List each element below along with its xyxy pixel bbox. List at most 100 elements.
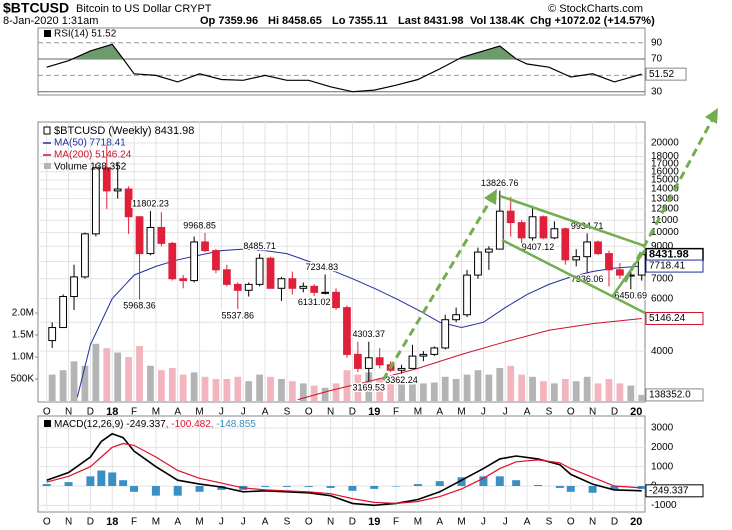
panel-frame [37, 415, 646, 513]
y-tick-label: 17000 [651, 159, 679, 170]
price-annotation: 7234.83 [306, 262, 339, 272]
candle-body [233, 283, 242, 291]
price-annotation: 13826.76 [481, 178, 519, 188]
candle-body [102, 167, 111, 192]
last: Last 8431.98 [398, 15, 463, 27]
value-tag-label: 138352.0 [649, 390, 691, 401]
value-tag [645, 484, 704, 498]
volume-bar [474, 370, 482, 401]
histogram-bar [42, 484, 51, 486]
x-tick-label: O [43, 517, 51, 528]
high: Hi 8458.65 [268, 15, 322, 27]
candle-body [157, 226, 166, 244]
price-annotation: 3362.24 [385, 375, 418, 385]
volume-bar [485, 374, 493, 401]
candle-body [495, 210, 504, 250]
histogram-bar [392, 485, 401, 487]
x-tick-label: M [457, 517, 465, 528]
candle-body [539, 216, 548, 239]
x-tick-label: M [414, 407, 422, 418]
volume-bar [136, 346, 143, 401]
x-tick-label: O [305, 407, 313, 418]
value-tag-label: 51.52 [649, 69, 674, 80]
rsi-line [46, 43, 642, 93]
candle-body [91, 167, 100, 235]
x-tick-label: F [393, 517, 399, 528]
legend-icon [44, 420, 51, 427]
volume-bar [190, 372, 198, 401]
histogram-bar [108, 472, 117, 486]
moving-average [297, 318, 642, 401]
y-tick-label: 10000 [651, 227, 679, 238]
candle-body [605, 253, 613, 271]
value-tag-label: 8431.98 [649, 249, 689, 261]
x-tick-label: J [219, 407, 224, 418]
change: Chg +1072.02 (+14.57%) [530, 15, 655, 27]
volume-bar [70, 361, 78, 401]
x-tick-label: D [349, 407, 356, 418]
x-tick-label: M [457, 407, 465, 418]
source: © StockCharts.com [548, 3, 643, 15]
volume-bar [48, 374, 56, 401]
volume-bar [463, 374, 471, 401]
histogram-bar [261, 485, 270, 487]
x-tick-label: J [241, 517, 246, 528]
value-tag [645, 388, 704, 402]
volume-bar [583, 376, 591, 401]
y-tick-label: 90 [651, 37, 663, 48]
x-tick-label: J [481, 517, 486, 528]
volume-bar [201, 376, 209, 401]
y-tick-label: 14000 [651, 184, 679, 195]
x-tick-label: F [131, 407, 137, 418]
macd-legend: MACD(12,26,9) -249.337, -100.482, -148.8… [54, 419, 256, 430]
rsi-legend: RSI(14) 51.52 [54, 29, 117, 40]
y-tick-label: 13000 [651, 193, 679, 204]
volume-bar [223, 379, 231, 401]
x-tick-label: 19 [368, 406, 380, 418]
volume-bar [507, 365, 515, 401]
x-tick-label: J [503, 407, 508, 418]
x-tick-label: 18 [106, 406, 118, 418]
candle-body [616, 269, 624, 276]
volume-bar [365, 372, 373, 401]
candle-body [277, 278, 286, 289]
y-tick-label: 15000 [651, 175, 679, 186]
x-tick-label: M [195, 407, 203, 418]
volume-bar [168, 368, 176, 401]
value-tag-label: 7718.41 [649, 261, 686, 272]
histogram-bar [64, 482, 73, 486]
candle-body [59, 296, 67, 329]
legend-entry: Volume 138,352 [54, 162, 127, 173]
histogram-bar [282, 485, 291, 487]
candle-body [113, 188, 122, 192]
volume-bar [81, 365, 89, 401]
x-tick-label: M [152, 517, 160, 528]
volume-bar [518, 374, 526, 401]
volume-bar [616, 383, 624, 401]
candle-body [255, 257, 264, 285]
candle-body [583, 241, 592, 258]
volume-bar [605, 379, 613, 401]
candle-body [484, 248, 493, 253]
x-tick-label: 20 [630, 406, 642, 418]
x-tick-label: F [393, 407, 399, 418]
x-tick-label: J [503, 517, 508, 528]
candle-body [375, 357, 384, 366]
candle-body [528, 216, 537, 239]
moving-average [76, 248, 642, 398]
volume-bar [343, 370, 351, 401]
candle-body [561, 228, 570, 261]
y-tick-label: 11000 [651, 215, 679, 226]
price-annotation: 7336.06 [571, 274, 604, 284]
candle-body [506, 210, 515, 224]
histogram-bar [304, 485, 313, 487]
volume-bar [299, 383, 307, 401]
histogram-bar [495, 476, 504, 486]
price-annotation: 5537.86 [222, 310, 255, 320]
x-tick-label: A [262, 517, 269, 528]
x-tick-label: A [524, 407, 531, 418]
histogram-bar [119, 480, 128, 486]
histogram-bar [348, 485, 357, 491]
volume-bar [387, 381, 395, 401]
